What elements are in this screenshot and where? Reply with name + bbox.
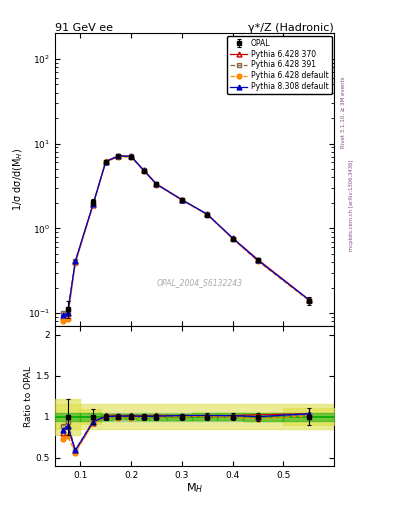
Pythia 6.428 default bbox=[60, 317, 65, 324]
Pythia 6.428 391 bbox=[205, 211, 209, 218]
Pythia 6.428 391 bbox=[103, 158, 108, 164]
Pythia 6.428 391 bbox=[180, 197, 184, 203]
Pythia 6.428 370 bbox=[91, 202, 95, 208]
Pythia 8.308 default bbox=[180, 197, 184, 203]
Pythia 6.428 370 bbox=[116, 153, 121, 159]
Text: 91 GeV ee: 91 GeV ee bbox=[55, 23, 113, 32]
X-axis label: M$_H$: M$_H$ bbox=[186, 481, 203, 495]
Pythia 6.428 default bbox=[306, 297, 311, 304]
Pythia 6.428 default bbox=[116, 154, 121, 160]
Pythia 8.308 default bbox=[73, 258, 78, 264]
Pythia 6.428 370 bbox=[205, 211, 209, 217]
Text: Rivet 3.1.10, ≥ 3M events: Rivet 3.1.10, ≥ 3M events bbox=[341, 77, 346, 148]
Pythia 6.428 default bbox=[255, 258, 260, 264]
Pythia 8.308 default bbox=[306, 296, 311, 303]
Pythia 8.308 default bbox=[141, 167, 146, 174]
Pythia 6.428 391 bbox=[141, 167, 146, 174]
Pythia 6.428 391 bbox=[91, 201, 95, 207]
Pythia 6.428 391 bbox=[255, 258, 260, 264]
Pythia 6.428 391 bbox=[60, 310, 65, 316]
Pythia 8.308 default bbox=[154, 181, 159, 187]
Pythia 6.428 default bbox=[205, 211, 209, 218]
Pythia 6.428 370 bbox=[255, 257, 260, 263]
Pythia 6.428 391 bbox=[154, 181, 159, 187]
Pythia 6.428 default bbox=[129, 154, 134, 160]
Line: Pythia 6.428 default: Pythia 6.428 default bbox=[60, 154, 311, 323]
Line: Pythia 8.308 default: Pythia 8.308 default bbox=[60, 154, 311, 317]
Pythia 6.428 default bbox=[141, 168, 146, 174]
Pythia 8.308 default bbox=[205, 211, 209, 217]
Pythia 6.428 370 bbox=[103, 158, 108, 164]
Pythia 6.428 370 bbox=[154, 181, 159, 187]
Pythia 6.428 391 bbox=[306, 297, 311, 303]
Pythia 6.428 default bbox=[230, 236, 235, 242]
Pythia 6.428 370 bbox=[60, 314, 65, 320]
Pythia 6.428 default bbox=[73, 260, 78, 266]
Pythia 8.308 default bbox=[91, 201, 95, 207]
Legend: OPAL, Pythia 6.428 370, Pythia 6.428 391, Pythia 6.428 default, Pythia 8.308 def: OPAL, Pythia 6.428 370, Pythia 6.428 391… bbox=[227, 35, 332, 94]
Pythia 6.428 370 bbox=[129, 153, 134, 159]
Pythia 6.428 391 bbox=[129, 154, 134, 160]
Pythia 6.428 370 bbox=[306, 296, 311, 303]
Pythia 8.308 default bbox=[65, 310, 70, 316]
Pythia 8.308 default bbox=[129, 154, 134, 160]
Pythia 6.428 default bbox=[154, 182, 159, 188]
Pythia 6.428 370 bbox=[180, 197, 184, 203]
Pythia 6.428 default bbox=[65, 316, 70, 322]
Pythia 6.428 default bbox=[180, 197, 184, 203]
Pythia 6.428 391 bbox=[230, 236, 235, 242]
Pythia 6.428 370 bbox=[141, 167, 146, 174]
Pythia 8.308 default bbox=[255, 258, 260, 264]
Pythia 6.428 370 bbox=[73, 259, 78, 265]
Y-axis label: 1/σ dσ/d(M$_H$): 1/σ dσ/d(M$_H$) bbox=[11, 148, 25, 211]
Line: Pythia 6.428 391: Pythia 6.428 391 bbox=[60, 154, 311, 316]
Y-axis label: Ratio to OPAL: Ratio to OPAL bbox=[24, 366, 33, 426]
Pythia 6.428 391 bbox=[116, 153, 121, 159]
Pythia 8.308 default bbox=[116, 153, 121, 159]
Pythia 6.428 370 bbox=[230, 235, 235, 241]
Line: Pythia 6.428 370: Pythia 6.428 370 bbox=[60, 153, 311, 319]
Pythia 6.428 391 bbox=[73, 258, 78, 264]
Text: OPAL_2004_S6132243: OPAL_2004_S6132243 bbox=[157, 278, 243, 287]
Pythia 6.428 default bbox=[103, 159, 108, 165]
Pythia 6.428 default bbox=[91, 202, 95, 208]
Pythia 6.428 391 bbox=[65, 308, 70, 314]
Text: γ*/Z (Hadronic): γ*/Z (Hadronic) bbox=[248, 23, 334, 32]
Pythia 8.308 default bbox=[230, 235, 235, 241]
Text: mcplots.cern.ch [arXiv:1306.3436]: mcplots.cern.ch [arXiv:1306.3436] bbox=[349, 159, 354, 250]
Pythia 6.428 370 bbox=[65, 310, 70, 316]
Pythia 8.308 default bbox=[103, 159, 108, 165]
Pythia 8.308 default bbox=[60, 312, 65, 318]
